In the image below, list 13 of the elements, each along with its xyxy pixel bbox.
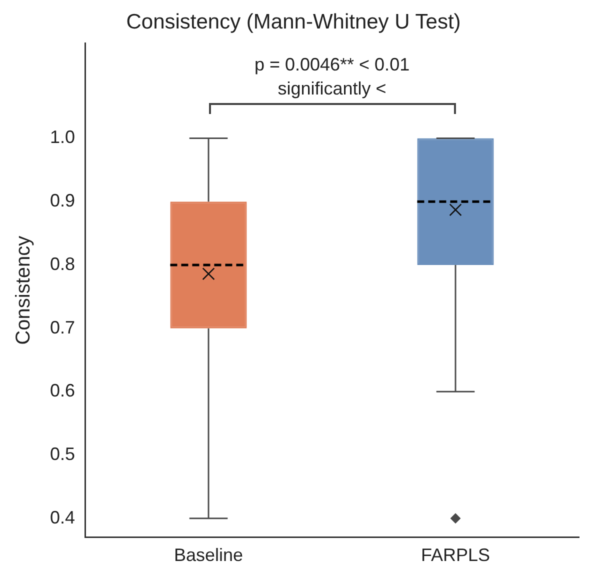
annotation: p = 0.0046** < 0.01 — [254, 54, 410, 75]
x-tick-label: Baseline — [174, 545, 244, 566]
y-tick-label: 0.4 — [50, 507, 76, 528]
chart-title: Consistency (Mann-Whitney U Test) — [126, 10, 461, 34]
y-tick-label: 1.0 — [50, 127, 76, 148]
y-tick-label: 0.5 — [50, 444, 76, 464]
y-axis-title: Consistency — [12, 236, 35, 345]
y-tick-label: 0.8 — [50, 254, 76, 274]
x-tick-label: FARPLS — [420, 545, 490, 566]
annotation: significantly < — [278, 78, 386, 99]
y-tick-label: 0.9 — [50, 190, 76, 211]
y-tick-label: 0.6 — [50, 380, 76, 401]
y-tick-label: 0.7 — [50, 317, 76, 338]
